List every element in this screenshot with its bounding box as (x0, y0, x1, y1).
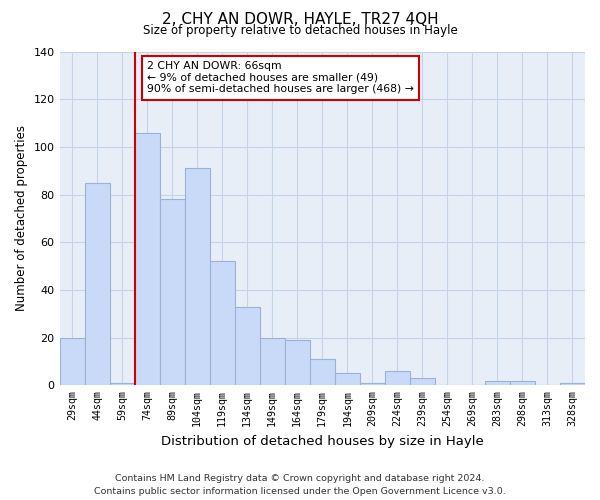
Bar (310, 359, 335, 386)
X-axis label: Distribution of detached houses by size in Hayle: Distribution of detached houses by size … (161, 434, 484, 448)
Text: 2 CHY AN DOWR: 66sqm
← 9% of detached houses are smaller (49)
90% of semi-detach: 2 CHY AN DOWR: 66sqm ← 9% of detached ho… (147, 61, 414, 94)
Bar (235, 306, 260, 386)
Y-axis label: Number of detached properties: Number of detached properties (15, 126, 28, 312)
Bar (560, 383, 585, 386)
Bar (59, 338, 85, 386)
Bar (110, 383, 134, 386)
Bar (485, 380, 510, 386)
Text: 2, CHY AN DOWR, HAYLE, TR27 4QH: 2, CHY AN DOWR, HAYLE, TR27 4QH (161, 12, 439, 28)
Bar (134, 132, 160, 386)
Bar (260, 338, 285, 386)
Bar (335, 374, 360, 386)
Bar (209, 262, 235, 386)
Bar (285, 340, 310, 386)
Bar (510, 380, 535, 386)
Bar (85, 182, 110, 386)
Bar (160, 200, 185, 386)
Bar (185, 168, 209, 386)
Bar (360, 383, 385, 386)
Text: Size of property relative to detached houses in Hayle: Size of property relative to detached ho… (143, 24, 457, 37)
Bar (385, 371, 410, 386)
Text: Contains HM Land Registry data © Crown copyright and database right 2024.
Contai: Contains HM Land Registry data © Crown c… (94, 474, 506, 496)
Bar (410, 378, 435, 386)
